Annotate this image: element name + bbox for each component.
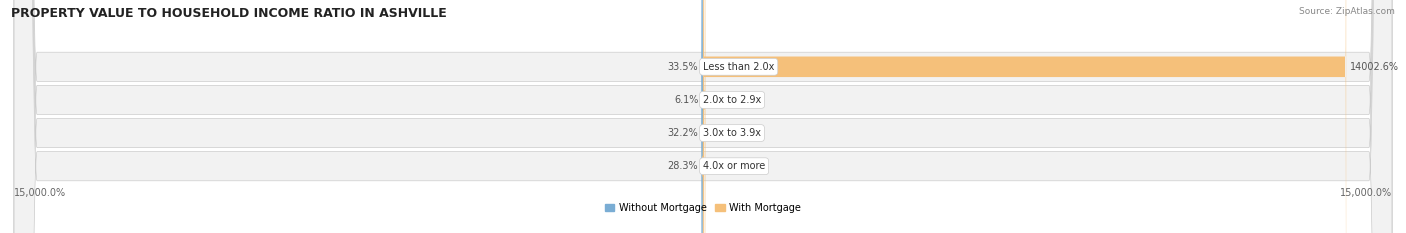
Text: 2.0x to 2.9x: 2.0x to 2.9x	[703, 95, 761, 105]
FancyBboxPatch shape	[703, 0, 706, 233]
Text: Less than 2.0x: Less than 2.0x	[703, 62, 775, 72]
Text: PROPERTY VALUE TO HOUSEHOLD INCOME RATIO IN ASHVILLE: PROPERTY VALUE TO HOUSEHOLD INCOME RATIO…	[11, 7, 447, 20]
Text: 6.1%: 6.1%	[675, 95, 699, 105]
FancyBboxPatch shape	[14, 0, 1392, 233]
Text: 3.0x to 3.9x: 3.0x to 3.9x	[703, 128, 761, 138]
Text: 51.5%: 51.5%	[709, 95, 740, 105]
Text: 32.2%: 32.2%	[666, 128, 697, 138]
Text: 15,000.0%: 15,000.0%	[14, 188, 66, 199]
FancyBboxPatch shape	[702, 0, 703, 233]
Text: 26.6%: 26.6%	[707, 128, 738, 138]
Legend: Without Mortgage, With Mortgage: Without Mortgage, With Mortgage	[605, 203, 801, 213]
FancyBboxPatch shape	[703, 0, 1346, 233]
Text: Source: ZipAtlas.com: Source: ZipAtlas.com	[1299, 7, 1395, 16]
FancyBboxPatch shape	[14, 0, 1392, 233]
FancyBboxPatch shape	[702, 0, 703, 233]
FancyBboxPatch shape	[14, 0, 1392, 233]
Text: 15,000.0%: 15,000.0%	[1340, 188, 1392, 199]
Text: 28.3%: 28.3%	[668, 161, 697, 171]
Text: 4.7%: 4.7%	[707, 161, 731, 171]
Text: 33.5%: 33.5%	[668, 62, 697, 72]
Text: 4.0x or more: 4.0x or more	[703, 161, 765, 171]
FancyBboxPatch shape	[14, 0, 1392, 233]
Text: 14002.6%: 14002.6%	[1350, 62, 1399, 72]
